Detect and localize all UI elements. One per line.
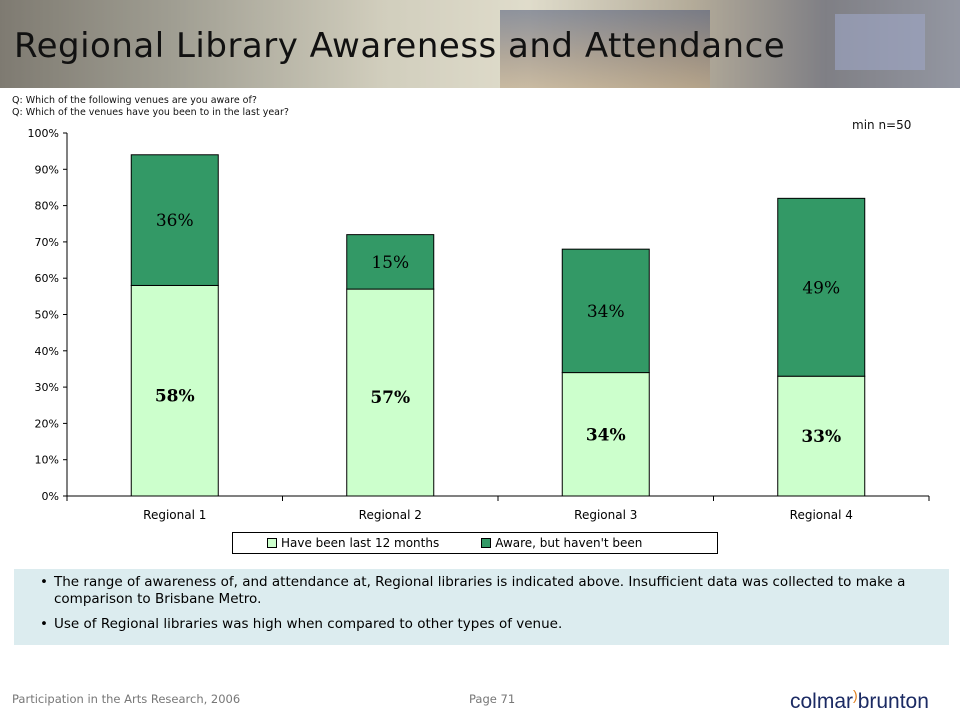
- legend-label-attended: Have been last 12 months: [281, 536, 440, 550]
- legend-item-attended: Have been last 12 months: [233, 536, 439, 550]
- question-awareness: Q: Which of the following venues are you…: [12, 95, 257, 106]
- legend-swatch-aware: [481, 538, 492, 548]
- bar-aware: [561, 248, 650, 374]
- header-banner-image: [0, 0, 960, 88]
- data-label-aware: 15%: [371, 253, 409, 273]
- y-tick-label: 100%: [28, 127, 59, 140]
- question-attendance: Q: Which of the venues have you been to …: [12, 107, 289, 118]
- legend-item-aware: Aware, but haven't been: [481, 536, 642, 550]
- data-label-aware: 49%: [802, 278, 840, 298]
- commentary-bullet-1: The range of awareness of, and attendanc…: [40, 574, 931, 608]
- colmar-brunton-logo: colmar)brunton: [790, 687, 929, 713]
- commentary-bullet-2: Use of Regional libraries was high when …: [40, 616, 931, 633]
- data-label-aware: 34%: [587, 302, 625, 322]
- legend-swatch-attended: [267, 538, 277, 548]
- page-title: Regional Library Awareness and Attendanc…: [14, 26, 786, 66]
- data-label-attended: 34%: [586, 425, 626, 445]
- x-tick-label: Regional 3: [574, 508, 637, 522]
- bar-attended: [777, 375, 866, 497]
- y-tick-label: 30%: [35, 381, 59, 394]
- sample-size-note: min n=50: [852, 118, 912, 132]
- bar-aware: [777, 197, 866, 377]
- y-tick-label: 60%: [35, 272, 59, 285]
- banner-screen-photo: [835, 14, 925, 70]
- data-label-attended: 57%: [370, 388, 410, 408]
- footer-page-number: Page 71: [469, 692, 516, 706]
- bar-aware: [346, 234, 435, 290]
- y-tick-label: 50%: [35, 309, 59, 322]
- y-tick-label: 70%: [35, 236, 59, 249]
- stacked-bar-chart: 0% 10% 20% 30% 40% 50% 60% 70% 80% 90% 100% 58% 36% R…: [28, 127, 930, 522]
- legend-label-aware: Aware, but haven't been: [495, 536, 643, 550]
- y-tick-label: 10%: [35, 454, 59, 467]
- bar-attended: [561, 372, 650, 497]
- x-tick-label: Regional 4: [790, 508, 853, 522]
- x-tick-label: Regional 2: [359, 508, 422, 522]
- bar-attended: [130, 284, 219, 497]
- y-tick-label: 80%: [35, 200, 59, 213]
- y-tick-label: 0%: [42, 490, 59, 503]
- y-tick-label: 90%: [35, 163, 59, 176]
- survey-questions: Q: Which of the following venues are you…: [12, 95, 289, 119]
- y-tick-label: 40%: [35, 345, 59, 358]
- x-tick-label: Regional 1: [143, 508, 206, 522]
- bar-attended: [346, 288, 435, 497]
- chart-legend: Have been last 12 months Aware, but have…: [232, 532, 718, 554]
- data-label-attended: 33%: [801, 427, 841, 447]
- footer-source: Participation in the Arts Research, 2006: [12, 692, 241, 706]
- banner-stage-photo: [500, 10, 710, 88]
- y-tick-label: 20%: [35, 417, 59, 430]
- bar-aware: [130, 154, 219, 286]
- data-label-attended: 58%: [155, 386, 195, 406]
- commentary-box: The range of awareness of, and attendanc…: [14, 569, 949, 645]
- data-label-aware: 36%: [156, 211, 194, 231]
